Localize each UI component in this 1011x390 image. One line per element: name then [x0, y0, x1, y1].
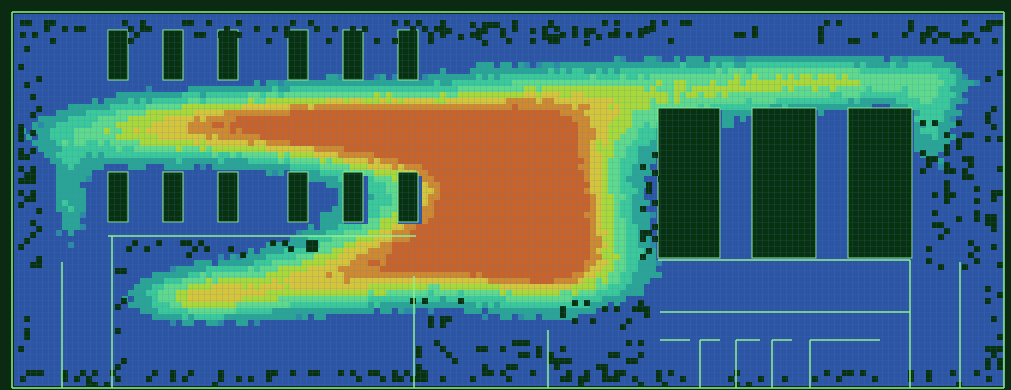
grid-overlay — [14, 14, 1004, 386]
wall-layer — [11, 11, 1005, 389]
